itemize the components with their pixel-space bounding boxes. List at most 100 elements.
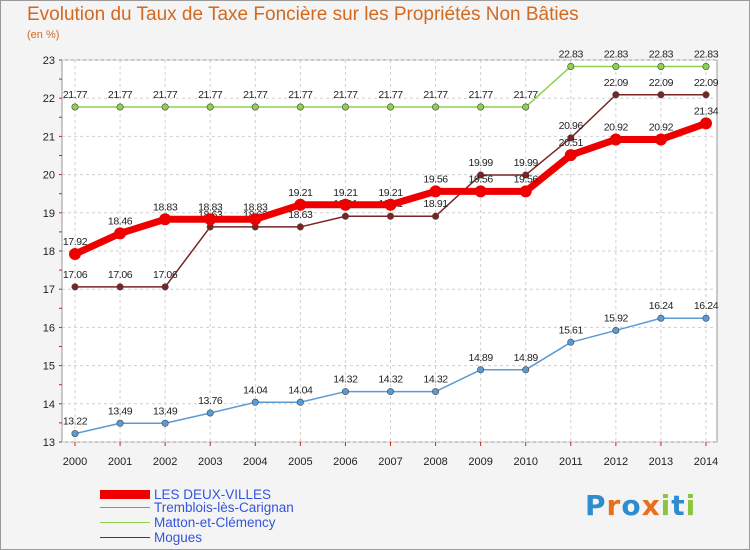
data-point bbox=[657, 91, 665, 99]
x-tick-label: 2007 bbox=[378, 456, 402, 468]
data-point bbox=[161, 283, 169, 291]
data-label: 14.89 bbox=[514, 352, 539, 364]
data-label: 18.83 bbox=[198, 201, 223, 213]
data-point bbox=[114, 227, 127, 240]
data-label: 17.06 bbox=[153, 269, 178, 281]
data-point bbox=[386, 388, 394, 396]
x-tick-label: 2006 bbox=[333, 456, 357, 468]
data-point bbox=[116, 283, 124, 291]
data-point bbox=[432, 388, 440, 396]
data-label: 22.09 bbox=[649, 77, 674, 89]
y-tick-label: 13 bbox=[43, 437, 55, 449]
data-point bbox=[294, 198, 307, 211]
y-tick-label: 22 bbox=[43, 93, 55, 105]
data-label: 19.99 bbox=[469, 157, 494, 169]
data-point bbox=[657, 314, 665, 322]
data-point bbox=[612, 62, 620, 70]
data-label: 19.99 bbox=[514, 157, 539, 169]
data-point bbox=[522, 171, 530, 179]
legend-item-tremblois: Tremblois-lès-Carignan bbox=[100, 500, 294, 515]
data-point bbox=[251, 103, 259, 111]
data-label: 17.06 bbox=[108, 269, 133, 281]
data-point bbox=[612, 91, 620, 99]
x-tick-label: 2000 bbox=[63, 456, 87, 468]
data-point bbox=[474, 185, 487, 198]
data-label: 19.21 bbox=[378, 187, 403, 199]
data-label: 19.21 bbox=[288, 187, 313, 199]
data-label: 20.96 bbox=[559, 120, 584, 132]
x-tick-label: 2010 bbox=[513, 456, 537, 468]
y-tick-label: 16 bbox=[43, 322, 55, 334]
data-point bbox=[702, 314, 710, 322]
data-label: 14.89 bbox=[469, 352, 494, 364]
data-point bbox=[654, 133, 667, 146]
y-tick-label: 14 bbox=[43, 399, 55, 411]
data-point bbox=[477, 103, 485, 111]
proxiti-logo: Proxiti bbox=[585, 489, 696, 522]
data-point bbox=[567, 338, 575, 346]
legend-swatch bbox=[100, 537, 150, 538]
data-point bbox=[341, 388, 349, 396]
data-point bbox=[206, 409, 214, 417]
x-tick-label: 2014 bbox=[694, 456, 718, 468]
data-point bbox=[386, 103, 394, 111]
legend-label: Mogues bbox=[154, 530, 203, 545]
data-label: 14.32 bbox=[423, 374, 448, 386]
data-label: 20.92 bbox=[649, 121, 674, 133]
data-label: 22.83 bbox=[694, 48, 719, 60]
data-label: 19.21 bbox=[333, 187, 358, 199]
data-point bbox=[71, 283, 79, 291]
data-point bbox=[69, 248, 81, 261]
legend-item-les-deux-villes: LES DEUX-VILLES bbox=[100, 487, 271, 502]
data-point bbox=[116, 419, 124, 427]
data-label: 16.24 bbox=[694, 300, 719, 312]
y-tick-label: 20 bbox=[43, 170, 55, 182]
data-point bbox=[564, 149, 577, 162]
logo-letter: P bbox=[585, 489, 607, 522]
data-label: 21.77 bbox=[153, 89, 178, 101]
logo-letter: o bbox=[621, 489, 642, 522]
data-label: 21.34 bbox=[694, 105, 719, 117]
data-point bbox=[251, 398, 259, 406]
y-tick-label: 19 bbox=[43, 208, 55, 220]
data-label: 22.09 bbox=[694, 77, 719, 89]
x-tick-label: 2013 bbox=[649, 456, 673, 468]
data-point bbox=[700, 117, 712, 130]
data-label: 19.56 bbox=[469, 173, 494, 185]
data-point bbox=[339, 198, 352, 211]
data-label: 22.83 bbox=[604, 48, 629, 60]
data-label: 18.91 bbox=[423, 198, 448, 210]
y-tick-label: 18 bbox=[43, 246, 55, 258]
data-point bbox=[477, 171, 485, 179]
data-label: 14.32 bbox=[333, 374, 358, 386]
data-label: 21.77 bbox=[288, 89, 313, 101]
chart-title: Evolution du Taux de Taxe Foncière sur l… bbox=[27, 4, 579, 25]
data-point bbox=[477, 366, 485, 374]
logo-letter: x bbox=[641, 489, 661, 522]
x-tick-label: 2012 bbox=[604, 456, 628, 468]
legend-item-mogues: Mogues bbox=[100, 530, 202, 545]
data-point bbox=[432, 212, 440, 220]
data-label: 14.04 bbox=[243, 384, 268, 396]
legend-swatch bbox=[100, 522, 150, 523]
data-point bbox=[249, 213, 262, 226]
logo-letter: i bbox=[685, 489, 697, 522]
data-point bbox=[296, 223, 304, 231]
x-tick-label: 2008 bbox=[423, 456, 447, 468]
data-label: 21.77 bbox=[469, 89, 494, 101]
data-label: 21.77 bbox=[423, 89, 448, 101]
data-label: 20.92 bbox=[604, 121, 629, 133]
data-label: 16.24 bbox=[649, 300, 674, 312]
data-label: 21.77 bbox=[333, 89, 358, 101]
legend-item-matton: Matton-et-Clémency bbox=[100, 515, 276, 530]
logo-letter: i bbox=[660, 489, 672, 522]
data-point bbox=[161, 103, 169, 111]
data-point bbox=[296, 398, 304, 406]
data-label: 21.77 bbox=[108, 89, 133, 101]
data-label: 21.77 bbox=[63, 89, 88, 101]
data-label: 13.76 bbox=[198, 395, 223, 407]
data-label: 22.09 bbox=[604, 77, 629, 89]
legend-label: Tremblois-lès-Carignan bbox=[154, 500, 294, 515]
data-point bbox=[159, 213, 172, 226]
